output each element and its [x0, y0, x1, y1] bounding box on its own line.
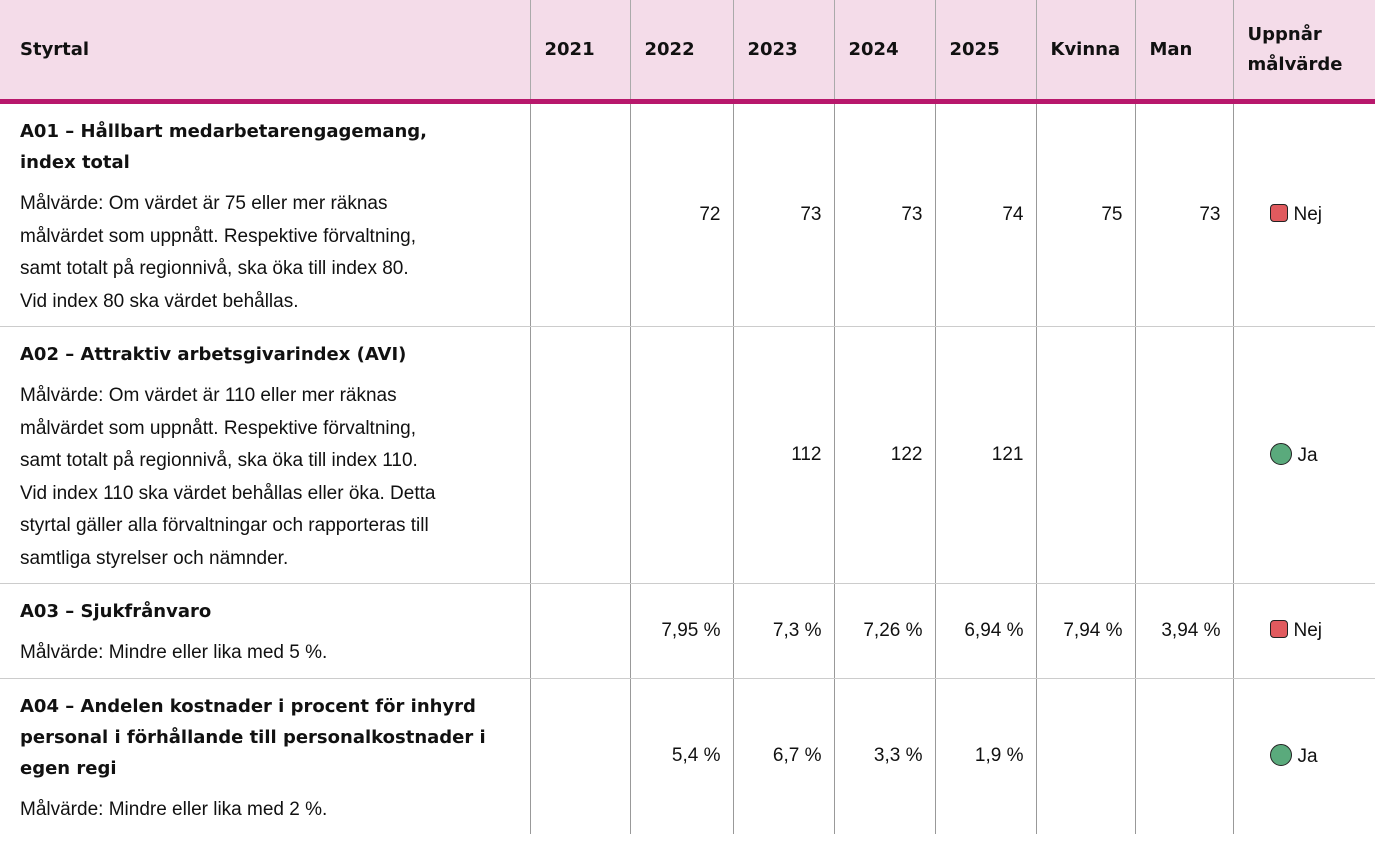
status-marker [1269, 619, 1288, 638]
title-line: A04 – Andelen kostnader i procent för in… [20, 695, 476, 717]
value-cell: 7,94 % [1035, 583, 1135, 679]
header-row: Styrtal 2021 2022 2023 2024 2025 Kvinna Man Uppn… [0, 0, 1375, 104]
indicator-title: A01 – Hållbart medarbetarengagemang, inde… [20, 116, 520, 178]
indicator-description: Målvärde: Om värdet är 110 eller mer räk… [20, 380, 520, 575]
indicator-description: Målvärde: Om värdet är 75 eller mer räkn… [20, 188, 520, 318]
value-cell: 112 [732, 326, 834, 584]
column-header: Man [1134, 0, 1233, 104]
value-cell: 6,94 % [934, 583, 1036, 679]
description-line: samtliga styrelser och nämnder. [20, 547, 289, 569]
value-cell: 7,95 % [629, 583, 733, 679]
title-line: egen regi [20, 757, 117, 779]
status-cell: Nej [1232, 583, 1375, 679]
column-header: 2024 [833, 0, 935, 104]
status-cell: Ja [1232, 678, 1375, 834]
value-cell: 74 [934, 101, 1036, 327]
value-cell: 72 [629, 101, 733, 327]
description-line: Målvärde: Mindre eller lika med 2 %. [20, 798, 328, 820]
value-cell [629, 326, 733, 584]
table-row: A04 – Andelen kostnader i procent för in… [0, 678, 1375, 834]
table-row: A03 – Sjukfrånvaro Målvärde: Mindre eller… [0, 583, 1375, 679]
indicator-title: A03 – Sjukfrånvaro [20, 596, 520, 627]
description-line: målvärdet som uppnått. Respektive förval… [20, 225, 417, 247]
value-cell [529, 678, 630, 834]
column-header: 2021 [529, 0, 630, 104]
description-line: samt totalt på regionnivå, ska öka till … [20, 258, 409, 279]
value-cell: 73 [1134, 101, 1233, 327]
indicator-title: A04 – Andelen kostnader i procent för in… [20, 691, 520, 784]
title-line: A02 – Attraktiv arbetsgivarindex (AVI) [20, 344, 407, 365]
table-row: A02 – Attraktiv arbetsgivarindex (AVI) Må… [0, 326, 1375, 584]
value-cell [529, 326, 630, 584]
description-line: Målvärde: Om värdet är 75 eller mer räkn… [20, 193, 388, 214]
description-line: Målvärde: Om värdet är 110 eller mer räk… [20, 385, 397, 406]
column-header: Styrtal [0, 0, 530, 104]
column-header: 2025 [934, 0, 1036, 104]
value-cell: 5,4 % [629, 678, 733, 834]
indicator-title: A02 – Attraktiv arbetsgivarindex (AVI) [20, 339, 520, 370]
value-cell: 7,3 % [732, 583, 834, 679]
value-cell [1134, 326, 1233, 584]
table-body: A01 – Hållbart medarbetarengagemang, inde… [0, 101, 1375, 834]
value-cell [1134, 678, 1233, 834]
value-cell: 73 [833, 101, 935, 327]
value-cell: 1,9 % [934, 678, 1036, 834]
column-header: 2022 [629, 0, 733, 104]
value-cell [1035, 326, 1135, 584]
title-line: A03 – Sjukfrånvaro [20, 601, 212, 622]
value-cell [1035, 678, 1135, 834]
indicator-cell: A03 – Sjukfrånvaro Målvärde: Mindre eller… [0, 583, 530, 679]
value-cell: 3,3 % [833, 678, 935, 834]
indicator-description: Målvärde: Mindre eller lika med 5 %. [20, 637, 520, 670]
column-header: Uppnår målvärde [1232, 0, 1375, 104]
value-cell: 73 [732, 101, 834, 327]
value-cell: 6,7 % [732, 678, 834, 834]
status-label: Nej [1293, 204, 1323, 225]
indicator-cell: A04 – Andelen kostnader i procent för in… [0, 678, 530, 834]
column-header: Kvinna [1035, 0, 1135, 104]
title-line: A01 – Hållbart medarbetarengagemang, [20, 121, 428, 142]
status-cell: Nej [1232, 101, 1375, 327]
value-cell: 3,94 % [1134, 583, 1233, 679]
indicator-description: Målvärde: Mindre eller lika med 2 %. [20, 794, 520, 827]
value-cell: 7,26 % [833, 583, 935, 679]
title-line: personal i förhållande till personalkost… [20, 726, 486, 748]
description-line: målvärdet som uppnått. Respektive förval… [20, 417, 417, 439]
value-cell: 122 [833, 326, 935, 584]
table-row: A01 – Hållbart medarbetarengagemang, inde… [0, 101, 1375, 327]
column-header: 2023 [732, 0, 834, 104]
status-marker [1269, 443, 1292, 465]
description-line: Vid index 80 ska värdet behållas. [20, 290, 299, 312]
status-marker [1269, 744, 1292, 767]
description-line: Målvärde: Mindre eller lika med 5 %. [20, 642, 328, 663]
description-line: Vid index 110 ska värdet behållas eller … [20, 482, 436, 504]
status-label: Nej [1293, 619, 1323, 641]
indicator-cell: A01 – Hållbart medarbetarengagemang, inde… [0, 101, 530, 327]
value-cell: 121 [934, 326, 1036, 584]
indicator-cell: A02 – Attraktiv arbetsgivarindex (AVI) Må… [0, 326, 530, 584]
value-cell [529, 583, 630, 679]
status-label: Ja [1297, 746, 1318, 768]
title-line: index total [20, 152, 130, 173]
description-line: samt totalt på regionnivå, ska öka till … [20, 450, 418, 471]
status-cell: Ja [1232, 326, 1375, 584]
status-marker [1269, 204, 1288, 222]
value-cell: 75 [1035, 101, 1135, 327]
status-label: Ja [1297, 445, 1318, 466]
value-cell [529, 101, 630, 327]
description-line: styrtal gäller alla förvaltningar och ra… [20, 515, 429, 536]
